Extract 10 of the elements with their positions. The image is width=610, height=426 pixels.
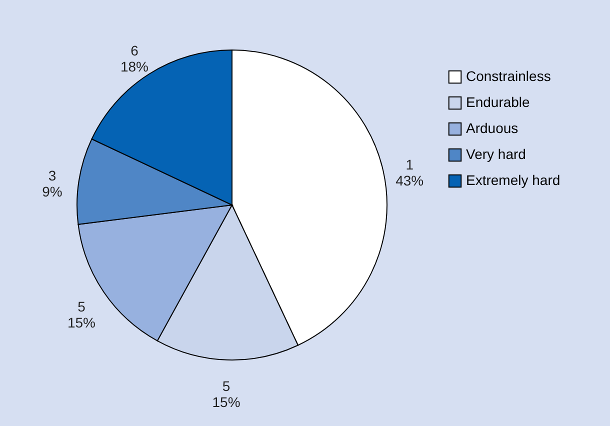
data-label: 5 15% — [212, 378, 240, 410]
legend-label: Extremely hard — [466, 172, 560, 188]
data-label: 3 9% — [42, 168, 62, 200]
data-label: 6 18% — [120, 42, 148, 74]
legend-label: Arduous — [466, 120, 518, 136]
data-label: 5 15% — [67, 298, 96, 330]
data-label: 1 43% — [396, 156, 424, 188]
legend-label: Constrainless — [466, 68, 551, 84]
legend-label: Endurable — [466, 94, 530, 110]
legend-label: Very hard — [466, 146, 526, 162]
